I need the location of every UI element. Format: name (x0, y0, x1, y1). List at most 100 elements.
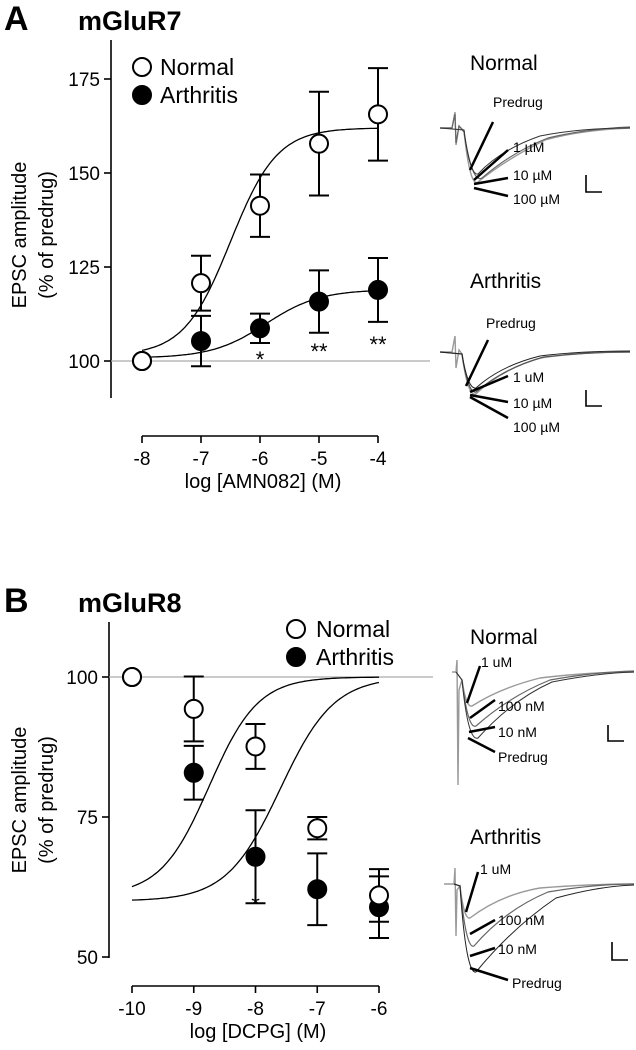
plot-area: 50 75 100 -10 -9 -8 -7 -6 * (66, 622, 433, 1020)
data-point-arthritis (183, 762, 204, 783)
trace-line (453, 883, 635, 947)
data-point-arthritis (250, 318, 270, 339)
trace-pointer (469, 374, 509, 394)
trace-label: 1 µM (513, 139, 544, 155)
trace-line (455, 670, 635, 727)
trace-label: Predrug (486, 315, 536, 331)
x-tick-label: -7 (309, 999, 326, 1020)
legend-label-normal: Normal (316, 616, 390, 642)
trace-label: 1 uM (513, 369, 544, 385)
trace-line (453, 883, 635, 973)
trace-label: 10 nM (498, 724, 537, 740)
trace-label: Predrug (493, 94, 543, 110)
panel-label: A (4, 0, 29, 38)
trace-pointer (473, 176, 509, 186)
data-point-arthritis (368, 279, 388, 300)
trace-title: Normal (470, 52, 538, 75)
y-tick-label: 150 (68, 164, 100, 185)
x-tick-label: -9 (185, 999, 202, 1020)
x-tick-label: -5 (311, 449, 328, 470)
data-point-normal (250, 195, 270, 216)
data-point-normal (368, 104, 388, 125)
x-tick-label: -8 (134, 449, 151, 470)
trace-label: Predrug (512, 975, 562, 991)
x-tick-label: -4 (370, 449, 387, 470)
trace-title: Arthritis (470, 270, 541, 293)
trace-pointer (469, 393, 509, 404)
trace-label: 100 nM (498, 698, 545, 714)
x-tick-label: -10 (118, 999, 145, 1020)
trace-pointer (467, 736, 496, 754)
legend-marker-arthritis (286, 647, 306, 667)
data-point-normal (132, 351, 152, 371)
data-point-arthritis (309, 291, 329, 312)
trace-label: 1 uM (480, 861, 511, 877)
data-point-normal (369, 885, 389, 906)
x-tick-label: -7 (193, 449, 210, 470)
legend: Normal Arthritis (132, 54, 238, 108)
trace-label: 10 µM (513, 395, 552, 411)
trace-pointer (473, 186, 509, 198)
x-tick-label: -8 (247, 999, 264, 1020)
legend: Normal Arthritis (286, 616, 394, 670)
legend-marker-arthritis (132, 85, 152, 105)
y-axis-label-line1: EPSC amplitude (9, 162, 31, 309)
x-tick-label: -6 (252, 449, 269, 470)
significance-marker: * (251, 892, 260, 917)
data-point-arthritis (307, 879, 328, 900)
data-point-arthritis (191, 331, 211, 352)
trace-pointer (469, 918, 496, 936)
significance-marker: ** (310, 339, 328, 364)
data-point-normal (191, 273, 211, 294)
legend-label-arthritis: Arthritis (160, 82, 238, 108)
legend-marker-normal (132, 57, 152, 77)
trace-pointer (469, 395, 509, 420)
x-axis-label: log [DCPG] (M) (190, 1021, 327, 1043)
trace-pointer (468, 121, 495, 171)
y-tick-label: 100 (68, 352, 100, 373)
trace-line (455, 671, 635, 739)
trace-pointer (473, 149, 509, 181)
scale-bar (611, 942, 628, 961)
trace-pointer (464, 871, 480, 913)
trace-label: 10 µM (513, 167, 552, 183)
trace-label: 10 nM (498, 941, 537, 957)
panel-title: mGluR8 (78, 588, 182, 618)
y-axis-label-line2: (% of predrug) (36, 171, 58, 299)
trace-label: Predrug (498, 749, 548, 765)
y-tick-label: 175 (68, 70, 100, 91)
y-tick-label: 75 (77, 808, 98, 829)
y-tick-label: 125 (68, 258, 100, 279)
y-axis-label-line1: EPSC amplitude (9, 727, 31, 874)
scale-bar (585, 390, 602, 407)
trace-label: 100 µM (513, 419, 560, 435)
panel-label: B (4, 582, 29, 620)
data-point-normal (122, 667, 142, 687)
y-tick-label: 100 (66, 668, 98, 689)
data-point-normal (245, 736, 266, 757)
trace-line (439, 350, 631, 389)
x-axis-label: log [AMN082] (M) (185, 471, 342, 493)
trace-inset-normal: Normal Predrug 1 µM 10 µM 100 µM (439, 52, 631, 207)
legend-label-arthritis: Arthritis (316, 644, 394, 670)
trace-inset-arthritis: Arthritis Predrug 1 uM 10 µM 100 µM (439, 270, 631, 435)
significance-marker: * (256, 347, 265, 372)
trace-pointer (469, 698, 496, 720)
trace-label: 100 µM (513, 191, 560, 207)
data-point-normal (309, 133, 329, 154)
trace-pointer (469, 966, 509, 982)
trace-title: Arthritis (470, 826, 541, 849)
trace-pointer (469, 946, 496, 958)
trace-pointer (465, 665, 482, 704)
y-tick-label: 50 (77, 948, 98, 969)
trace-label: 100 nM (498, 912, 545, 928)
scale-bar (585, 175, 602, 193)
trace-pointer (464, 339, 490, 387)
trace-pointer (468, 725, 496, 734)
trace-inset-normal: Normal 1 uM 100 nM 10 nM Predrug (452, 626, 635, 786)
panel-title: mGluR7 (78, 6, 182, 36)
significance-marker: ** (369, 332, 387, 357)
trace-label: 1 uM (481, 654, 512, 670)
